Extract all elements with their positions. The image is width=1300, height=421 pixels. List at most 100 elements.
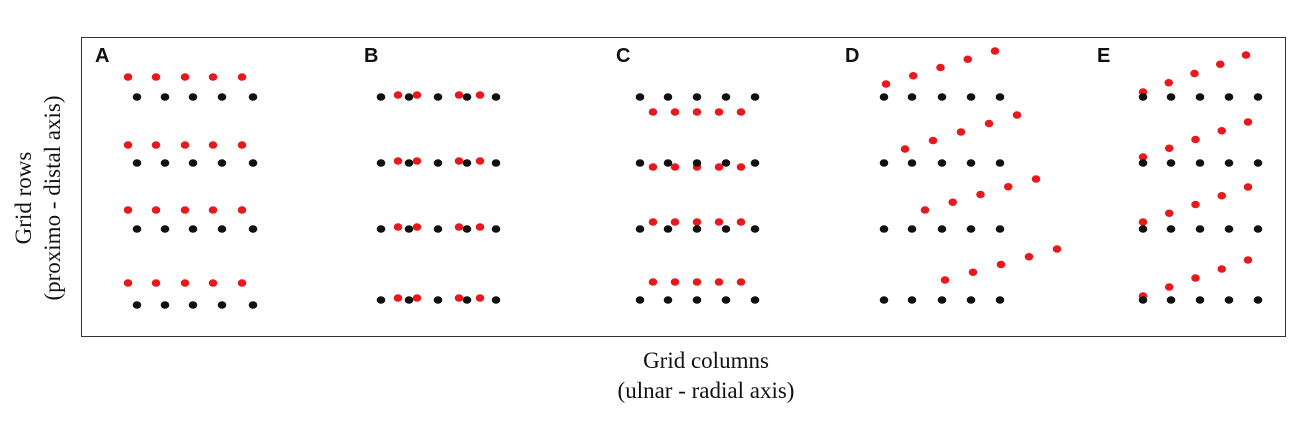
d-reference-dot — [937, 159, 947, 167]
d-reference-dot — [937, 296, 947, 304]
e-reference-dot — [1195, 296, 1205, 304]
d-reference-dot — [995, 225, 1005, 233]
d-reference-dot — [937, 93, 947, 101]
e-displaced-dot — [1191, 135, 1200, 144]
a-reference-dot — [132, 93, 142, 101]
d-displaced-dot — [984, 119, 994, 128]
d-reference-dot — [966, 296, 976, 304]
c-displaced-dot — [648, 218, 658, 226]
d-reference-dot — [879, 296, 889, 304]
panel-label-b: B — [364, 45, 378, 67]
e-reference-dot — [1138, 296, 1148, 304]
d-reference-dot — [879, 159, 889, 167]
e-reference-dot — [1224, 159, 1234, 167]
d-displaced-dot — [948, 198, 958, 207]
y-axis-subtitle: (proximo - distal axis) — [40, 95, 65, 301]
a-displaced-dot — [151, 206, 161, 214]
e-reference-dot — [1224, 225, 1234, 233]
a-displaced-dot — [123, 279, 133, 287]
a-displaced-dot — [237, 279, 247, 287]
d-displaced-dot — [1031, 175, 1041, 183]
c-reference-dot — [663, 93, 673, 101]
d-reference-dot — [907, 93, 917, 101]
c-reference-dot — [663, 225, 673, 233]
e-reference-dot — [1166, 159, 1176, 167]
b-reference-dot — [462, 296, 472, 304]
e-displaced-dot — [1164, 144, 1174, 153]
b-reference-dot — [404, 225, 414, 233]
a-displaced-dot — [180, 206, 190, 214]
e-reference-dot — [1195, 225, 1205, 233]
d-displaced-dot — [968, 268, 978, 277]
c-reference-dot — [692, 296, 702, 304]
b-displaced-dot — [393, 294, 403, 302]
a-displaced-dot — [151, 279, 161, 287]
a-reference-dot — [132, 159, 142, 167]
d-reference-dot — [879, 93, 889, 101]
b-displaced-dot — [412, 157, 422, 165]
c-displaced-dot — [714, 108, 724, 116]
e-displaced-dot — [1190, 69, 1199, 78]
a-reference-dot — [217, 225, 227, 233]
d-displaced-dot — [963, 55, 973, 64]
a-displaced-dot — [208, 206, 218, 214]
c-reference-dot — [750, 93, 760, 101]
a-displaced-dot — [151, 141, 161, 149]
panel-labels: A B C D E — [95, 45, 1110, 67]
a-displaced-dot — [237, 73, 247, 81]
c-reference-dot — [635, 93, 645, 101]
b-displaced-dot — [393, 223, 403, 231]
a-reference-dot — [132, 225, 142, 233]
b-displaced-dot — [454, 91, 464, 99]
a-reference-dot — [217, 301, 227, 309]
d-reference-dot — [879, 225, 889, 233]
c-displaced-dot — [736, 163, 746, 171]
e-reference-dot — [1253, 296, 1263, 304]
a-displaced-dot — [123, 73, 133, 81]
c-reference-dot — [692, 225, 702, 233]
a-reference-dot — [217, 93, 227, 101]
c-displaced-dot — [714, 278, 724, 286]
x-axis-title: Grid columns — [643, 348, 769, 373]
c-reference-dot — [750, 296, 760, 304]
c-displaced-dot — [648, 108, 658, 116]
c-displaced-dot — [714, 218, 724, 226]
d-displaced-dot — [900, 145, 910, 153]
b-displaced-dot — [412, 294, 422, 302]
x-axis-subtitle: (ulnar - radial axis) — [617, 378, 795, 403]
d-displaced-dot — [1003, 182, 1013, 191]
b-reference-dot — [433, 296, 443, 304]
e-reference-dot — [1166, 296, 1176, 304]
panel-label-d: D — [845, 45, 859, 67]
c-reference-dot — [721, 93, 731, 101]
a-displaced-dot — [208, 279, 218, 287]
c-displaced-dot — [736, 278, 746, 286]
c-reference-dot — [635, 159, 645, 167]
c-reference-dot — [663, 296, 673, 304]
c-displaced-dot — [736, 108, 746, 116]
b-reference-dot — [462, 159, 472, 167]
b-reference-dot — [491, 225, 501, 233]
e-displaced-dot — [1217, 191, 1227, 200]
b-reference-dot — [433, 93, 443, 101]
c-displaced-dot — [692, 218, 702, 226]
a-reference-dot — [188, 93, 198, 101]
b-displaced-dot — [412, 91, 422, 99]
c-reference-dot — [721, 159, 731, 167]
e-reference-dot — [1195, 93, 1205, 101]
d-displaced-dot — [920, 206, 930, 214]
c-displaced-dot — [692, 278, 702, 286]
e-displaced-dot — [1191, 274, 1200, 282]
a-reference-dot — [248, 225, 258, 233]
a-displaced-dot — [180, 141, 190, 149]
panel-label-a: A — [95, 45, 109, 67]
a-reference-dot — [188, 159, 198, 167]
e-displaced-dot — [1215, 60, 1225, 69]
grid-dots — [123, 47, 1263, 309]
b-displaced-dot — [454, 294, 464, 302]
c-reference-dot — [721, 296, 731, 304]
panel-label-c: C — [616, 45, 630, 67]
a-reference-dot — [160, 225, 170, 233]
a-reference-dot — [248, 93, 258, 101]
e-displaced-dot — [1191, 200, 1200, 209]
